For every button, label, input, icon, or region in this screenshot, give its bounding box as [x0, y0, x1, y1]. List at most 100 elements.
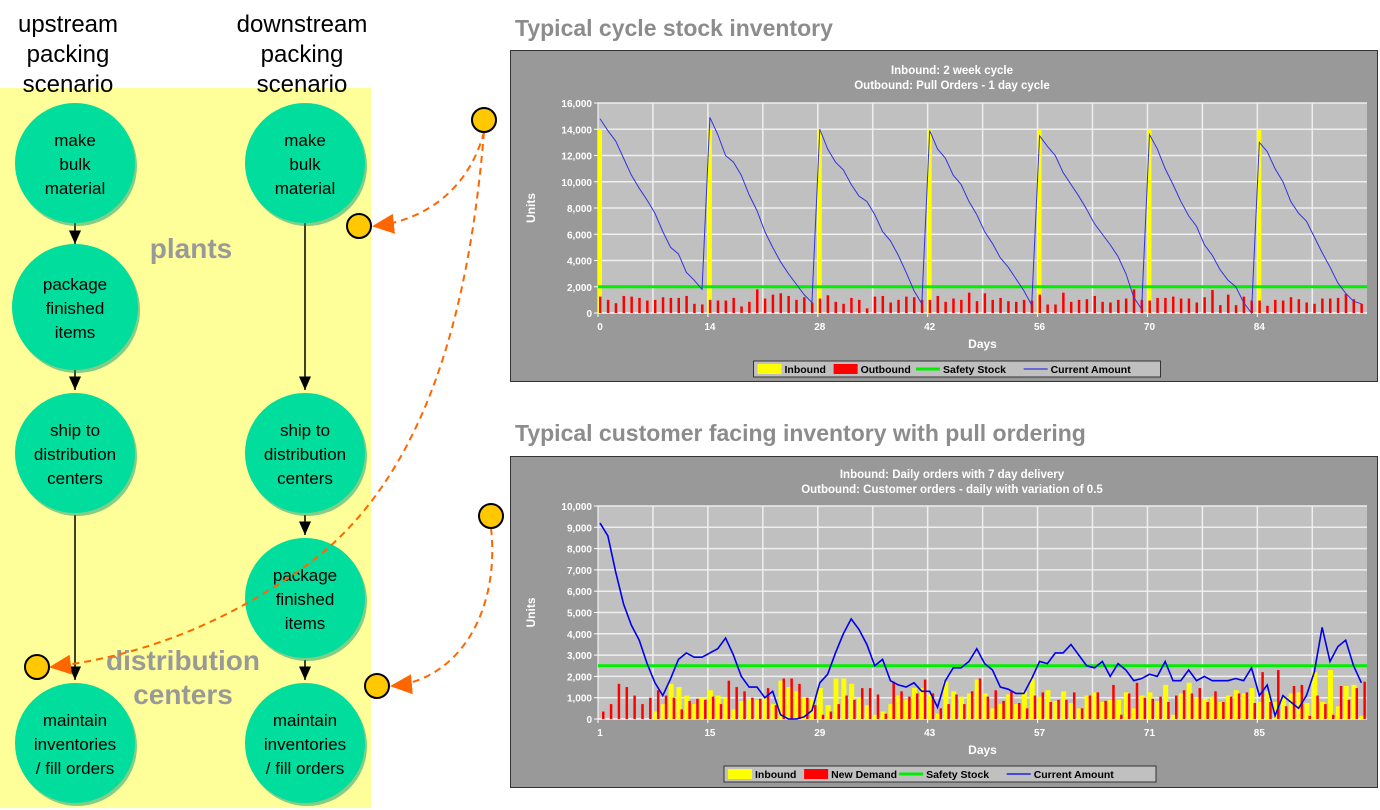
- new-demand-bar: [688, 700, 691, 719]
- y-tick-label: 4,000: [567, 630, 592, 641]
- inbound-bar: [1257, 129, 1262, 313]
- chart-subtitle: Outbound: Customer orders - daily with v…: [801, 484, 1103, 496]
- process-node: [245, 393, 365, 513]
- new-demand-bar: [923, 679, 927, 719]
- inbound-bar: [684, 695, 690, 719]
- current-amount-line: [599, 522, 1363, 720]
- new-demand-bar: [1269, 701, 1272, 719]
- inbound-bar: [966, 693, 972, 719]
- new-demand-bar: [806, 697, 809, 719]
- outbound-bar: [960, 299, 963, 313]
- outbound-bar: [1069, 301, 1073, 313]
- inbound-bar: [1320, 701, 1326, 719]
- link-to-upstream-dc: [49, 131, 485, 675]
- new-demand-bar: [1245, 692, 1249, 719]
- outbound-bar: [1211, 290, 1214, 313]
- process-node: [245, 103, 365, 223]
- new-demand-bar: [774, 705, 778, 719]
- outbound-bar: [936, 295, 940, 313]
- y-tick-label: 8,000: [567, 545, 592, 556]
- node-label-line: finished: [276, 590, 335, 609]
- cycle-stock-chart: Inbound: 2 week cycle Outbound: Pull Orde…: [510, 50, 1378, 382]
- outbound-bar: [897, 299, 900, 313]
- outbound-bar: [701, 304, 704, 313]
- y-tick-label: 14,000: [561, 125, 592, 136]
- inbound-bar: [1343, 685, 1349, 719]
- chart-subtitle: Inbound: 2 week cycle: [891, 65, 1013, 77]
- new-demand-bar: [1080, 708, 1084, 719]
- outbound-bar: [850, 297, 853, 313]
- inbound-bar: [1225, 695, 1231, 719]
- current-amount-line: [599, 117, 1362, 315]
- outbound-bar: [999, 297, 1002, 313]
- inbound-bar: [1108, 699, 1114, 719]
- y-tick-label: 12,000: [561, 152, 592, 163]
- x-tick-label: 15: [704, 728, 716, 739]
- new-demand-bar: [955, 694, 958, 719]
- inbound-bar: [1249, 688, 1255, 719]
- outbound-bar: [630, 296, 633, 313]
- new-demand-bar: [931, 693, 935, 719]
- inbound-bar: [1335, 706, 1341, 719]
- outbound-bar: [614, 303, 618, 313]
- inbound-bar: [1147, 129, 1152, 313]
- new-demand-bar: [970, 691, 974, 719]
- new-demand-bar: [1316, 695, 1319, 719]
- legend-swatch-inbound: [728, 769, 752, 779]
- chart1-heading: Typical cycle stock inventory: [515, 15, 833, 41]
- outbound-bar: [1046, 304, 1049, 313]
- new-demand-bar: [1088, 695, 1092, 719]
- node-label: package finished items: [273, 566, 337, 633]
- outbound-bar: [1148, 300, 1151, 313]
- outbound-bar: [834, 301, 837, 313]
- node-label-line: finished: [46, 299, 105, 318]
- y-tick-label: 9,000: [567, 523, 592, 534]
- inbound-bar: [1265, 691, 1271, 719]
- supply-chain-diagram: plants distribution centers make bulk mater…: [0, 88, 504, 808]
- outbound-bar: [1187, 298, 1191, 313]
- new-demand-bar: [947, 704, 950, 719]
- new-demand-bar: [963, 704, 966, 719]
- y-tick-label: 3,000: [567, 651, 592, 662]
- x-tick-label: 1: [597, 728, 603, 739]
- new-demand-bar: [649, 697, 652, 719]
- inbound-bar: [676, 687, 682, 719]
- outbound-bar: [1195, 302, 1199, 313]
- new-demand-bar: [696, 698, 699, 719]
- node-label-line: / fill orders: [266, 759, 344, 778]
- node-label-line: make: [54, 131, 96, 150]
- legend-label-current-amount: Current Amount: [1034, 769, 1115, 781]
- inbound-bar: [1186, 682, 1192, 719]
- new-demand-bar: [837, 704, 840, 719]
- x-tick-label: 0: [597, 322, 603, 333]
- new-demand-bar: [1057, 699, 1060, 719]
- inbound-bar: [1304, 703, 1310, 719]
- outbound-bar: [716, 300, 720, 313]
- new-demand-bar: [1104, 700, 1107, 719]
- new-demand-bar: [1175, 695, 1178, 719]
- node-label: make bulk material: [45, 131, 105, 198]
- outbound-bar: [1266, 305, 1269, 313]
- chart-subtitle: Inbound: Daily orders with 7 day deliver…: [840, 469, 1065, 481]
- outbound-bar: [732, 297, 735, 313]
- outbound-bar: [779, 293, 783, 313]
- inbound-bar: [1257, 701, 1263, 719]
- x-tick-label: 29: [814, 728, 826, 739]
- node-label-line: package: [43, 275, 107, 294]
- new-demand-bar: [1222, 701, 1225, 719]
- new-demand-bar: [1120, 714, 1123, 719]
- node-label-line: inventories: [264, 735, 346, 754]
- node-label: maintain inventories / fill orders: [34, 711, 116, 778]
- outbound-bar: [810, 302, 814, 313]
- outbound-bar: [1203, 297, 1206, 313]
- inbound-bar: [817, 129, 822, 313]
- inbound-bar: [1061, 691, 1067, 719]
- process-node: [12, 244, 138, 370]
- new-demand-bar: [1112, 684, 1115, 719]
- node-label-line: ship to: [280, 421, 330, 440]
- new-demand-bar: [1308, 715, 1311, 719]
- new-demand-bar: [845, 695, 848, 719]
- legend: [723, 765, 1157, 783]
- inbound-bar: [762, 696, 768, 719]
- inbound-bar: [1029, 678, 1035, 719]
